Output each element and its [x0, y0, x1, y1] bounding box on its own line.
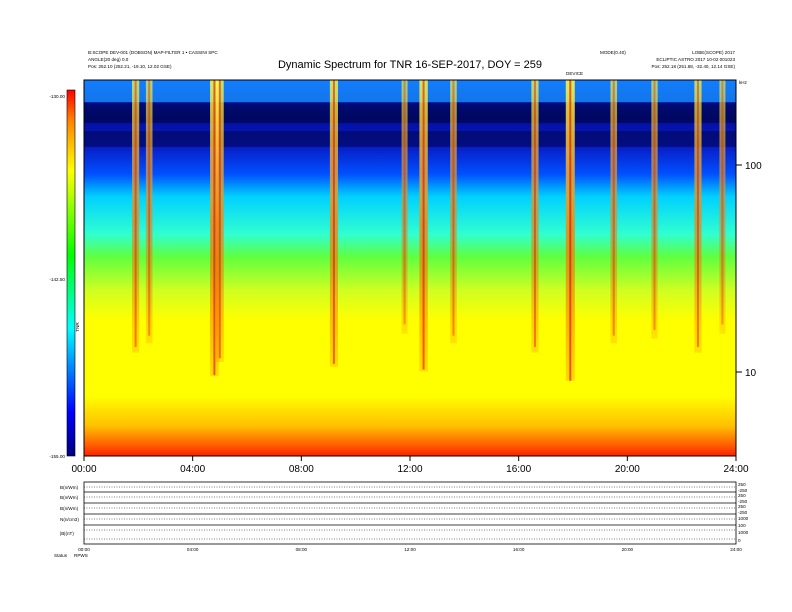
aux-rt-6: -250	[738, 510, 748, 515]
aux-rt-2: -250	[738, 488, 748, 493]
burst-core	[612, 80, 615, 336]
y-axis: 100 10	[736, 161, 762, 379]
burst-core	[218, 80, 221, 359]
aux-rt-1: 250	[738, 482, 746, 487]
spectrogram-dark-band	[84, 103, 736, 123]
header-right-line-1: LOBE(SCOPE) 2017	[692, 50, 735, 55]
aux-x-axis: 00:00 04:00 08:00 12:00 16:00 20:00 24:00	[78, 547, 742, 552]
aux-rt-9: 1000	[738, 530, 749, 535]
colorbar	[66, 89, 76, 457]
x-tick-label: 08:00	[289, 464, 314, 475]
colorbar-label: TNR	[75, 322, 80, 332]
x-tick-label: 12:00	[397, 464, 422, 475]
y-tick-10: 10	[745, 368, 757, 379]
burst-layer	[132, 80, 726, 381]
burst-core	[533, 80, 536, 347]
x-tick-label: 20:00	[615, 464, 640, 475]
burst-core	[403, 80, 406, 325]
aux-label-1: B(n/Wm)	[60, 485, 79, 490]
burst-mark	[145, 80, 153, 344]
y-tick-100: 100	[745, 161, 762, 172]
aux-label-3: B(n/Wm)	[60, 506, 79, 511]
burst-mark	[694, 80, 702, 353]
aux-label-2: B(n/Wm)	[60, 495, 79, 500]
aux-label-5: |B|(nT)	[60, 531, 74, 536]
x-axis: 00:00 04:00 08:00 12:00 16:00 20:00 24:00	[71, 456, 749, 475]
burst-core	[696, 80, 699, 347]
burst-core	[452, 80, 455, 336]
burst-core	[148, 80, 151, 336]
aux-panel-frame	[83, 481, 737, 545]
aux-panels: B(n/Wm) B(n/Wm) B(n/Wm) N(n/cm3) |B|(nT)…	[54, 481, 749, 558]
burst-mark	[610, 80, 618, 344]
aux-rt-7: 1000	[738, 516, 749, 521]
x-tick-label: 00:00	[71, 464, 96, 475]
aux-label-4: N(n/cm3)	[60, 517, 79, 522]
header-left-line-2: ANGLE(20 deg) 0.0	[88, 57, 129, 62]
burst-mark	[401, 80, 408, 334]
header-right-line-2: ECLIPTIC ASTRO 2017 10-02 001023	[656, 57, 735, 62]
burst-core	[134, 80, 137, 347]
aux-x-tick-label: 20:00	[622, 547, 634, 552]
spectrogram-background	[84, 80, 736, 456]
footer-label: Status	[54, 553, 68, 558]
event-marker-label: DEVICE	[566, 71, 583, 76]
spectrogram-dark-band-2	[84, 131, 736, 147]
burst-mark	[450, 80, 457, 344]
aux-rt-4: -250	[738, 499, 748, 504]
header-right-line-3: Pos: 252.18 (251.68, -32.40, 12.14 GSE)	[651, 64, 735, 69]
aux-rt-5: 250	[738, 504, 746, 509]
burst-mark	[531, 80, 539, 353]
aux-x-tick-label: 08:00	[296, 547, 308, 552]
burst-mark	[215, 80, 224, 362]
burst-core	[213, 80, 216, 376]
y-axis-unit: kHz	[739, 80, 748, 85]
aux-x-tick-label: 12:00	[404, 547, 416, 552]
header-left-line-3: Pos: 252.10 (252.21, -19.10, 12.02 GSE)	[88, 64, 172, 69]
burst-mark	[132, 80, 140, 353]
burst-core	[569, 80, 572, 381]
burst-mark	[719, 80, 726, 334]
aux-rt-10: 0	[738, 538, 741, 543]
burst-core	[332, 80, 335, 364]
x-tick-label: 24:00	[723, 464, 748, 475]
burst-core	[721, 80, 724, 325]
burst-core	[422, 80, 425, 370]
spectrogram	[84, 80, 736, 456]
aux-x-tick-label: 16:00	[513, 547, 525, 552]
aux-x-tick-label: 24:00	[730, 547, 742, 552]
aux-x-tick-label: 00:00	[78, 547, 90, 552]
aux-traces	[84, 486, 736, 540]
footer-value: RPWS	[74, 553, 88, 558]
chart-title: Dynamic Spectrum for TNR 16-SEP-2017, DO…	[278, 59, 542, 71]
colorbar-tick-bottom: -155.00	[49, 454, 65, 459]
aux-rt-3: 250	[738, 493, 746, 498]
spectrogram-top-band	[84, 80, 736, 102]
x-tick-label: 04:00	[180, 464, 205, 475]
aux-x-tick-label: 04:00	[187, 547, 199, 552]
colorbar-tick-mid: -142.50	[49, 277, 65, 282]
aux-rt-8: 100	[738, 523, 746, 528]
colorbar-tick-top: -130.00	[49, 94, 65, 99]
burst-core	[653, 80, 656, 331]
header-mode: MODE(0.40)	[600, 50, 626, 55]
burst-mark	[651, 80, 658, 339]
x-tick-label: 16:00	[506, 464, 531, 475]
header-left-line-1: B:SCOPE DEV-001 (DOBSON) MAP-FILTER 1 • …	[88, 50, 218, 55]
